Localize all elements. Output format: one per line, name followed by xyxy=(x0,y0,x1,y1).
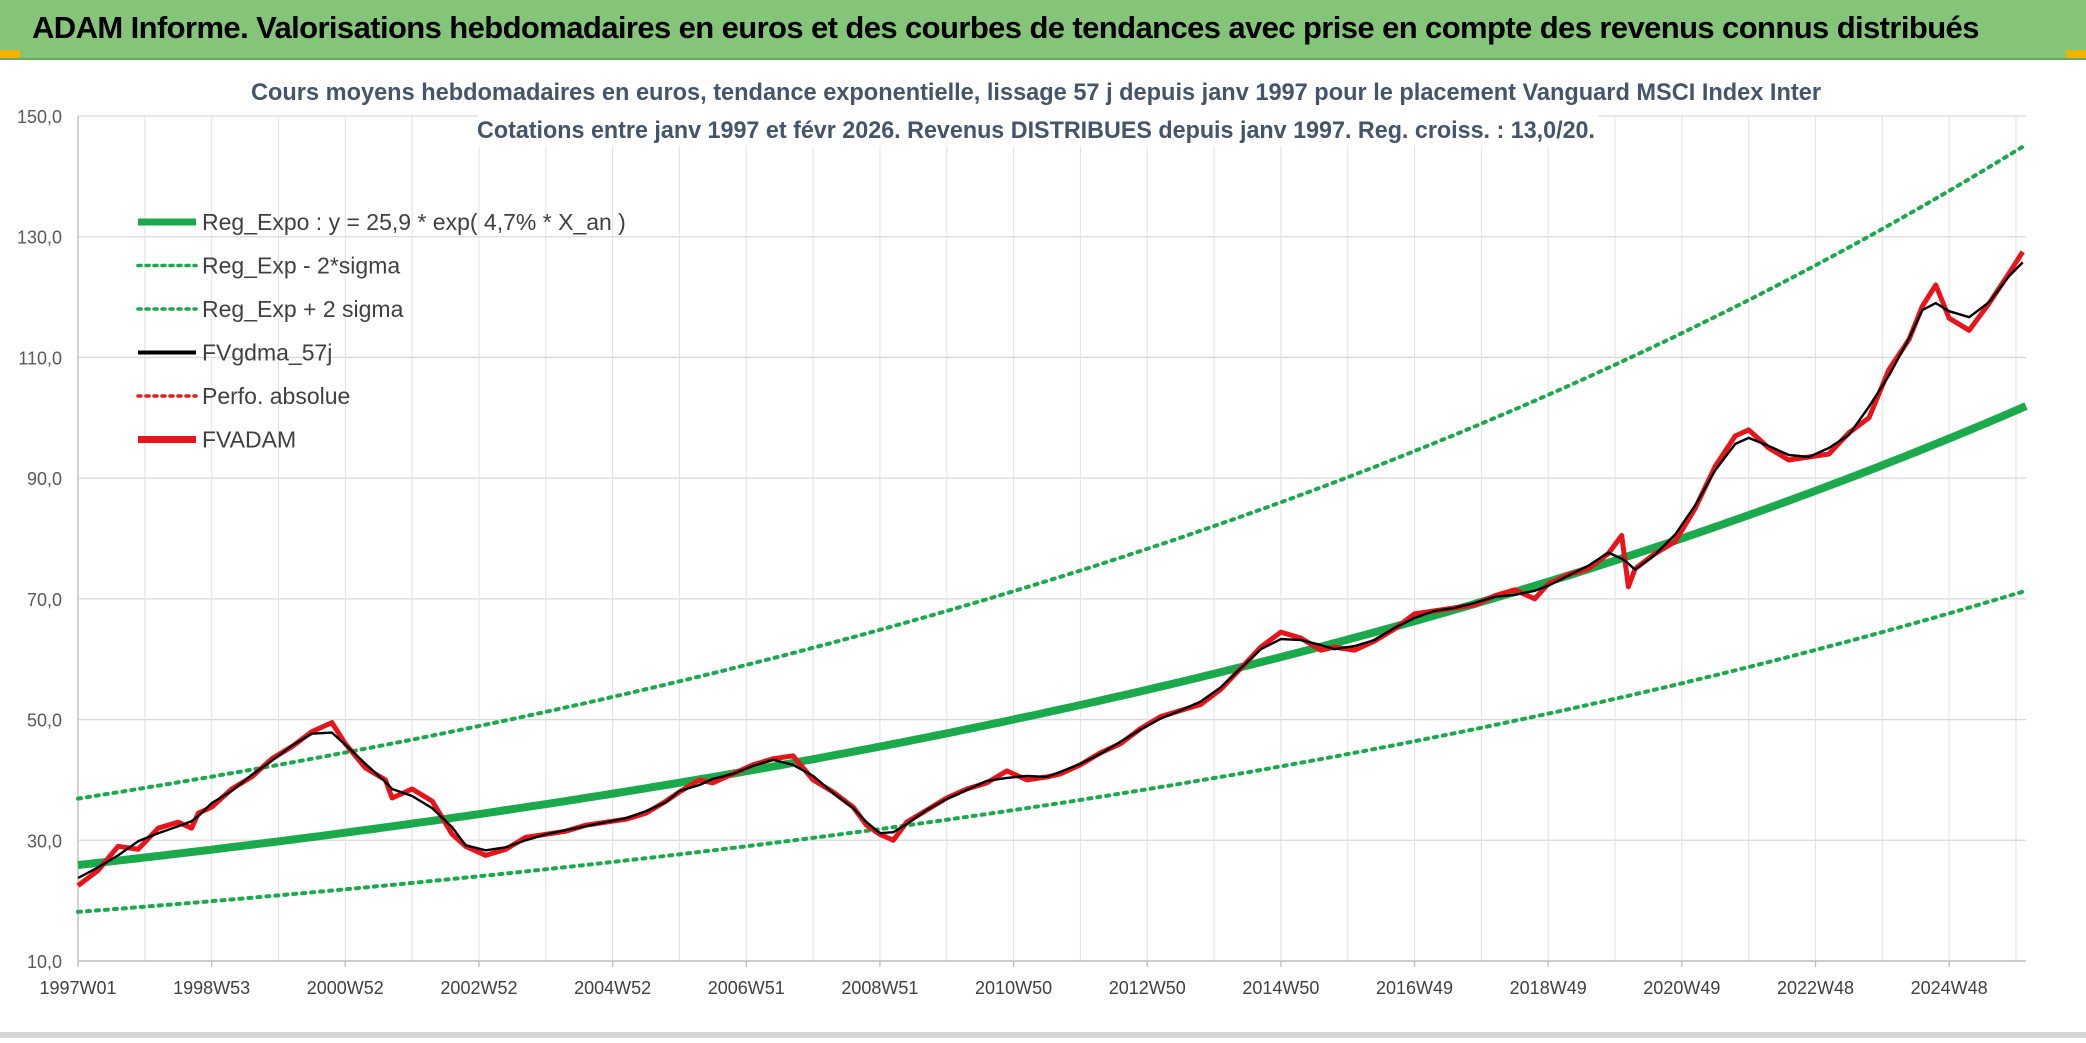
grid xyxy=(77,115,2026,962)
chart-title: Cours moyens hebdomadaires en euros, ten… xyxy=(251,79,1821,106)
legend-label: Reg_Expo : y = 25,9 * exp( 4,7% * X_an ) xyxy=(202,209,626,235)
reg-expo-line xyxy=(77,402,2028,869)
chart-area: 150,0 130,0 110,0 90,0 70,0 50,0 30,0 10,0 1997W… xyxy=(0,60,2086,1038)
chart-svg: 150,0 130,0 110,0 90,0 70,0 50,0 30,0 10,0 1997W… xyxy=(17,72,2028,998)
legend-entry: FVADAM xyxy=(138,427,296,453)
legend-label: Reg_Exp + 2 sigma xyxy=(202,296,404,322)
report-title: ADAM Informe. Valorisations hebdomadaire… xyxy=(32,10,1979,45)
y-tick-label: 10,0 xyxy=(27,952,62,972)
legend-entry: Reg_Exp - 2*sigma xyxy=(136,253,400,279)
reg-exp-minus-2sigma-line xyxy=(76,588,2028,914)
legend-label: FVgdma_57j xyxy=(202,340,332,366)
legend: Reg_Expo : y = 25,9 * exp( 4,7% * X_an )… xyxy=(136,209,626,453)
x-tick-label: 2022W48 xyxy=(1777,978,1854,998)
title-backdrop xyxy=(248,72,1828,108)
fvgdma-57j-line xyxy=(77,261,2024,880)
legend-entry: Reg_Exp + 2 sigma xyxy=(136,296,404,322)
x-tick-label: 2020W49 xyxy=(1643,978,1720,998)
chart-subtitle: Cotations entre janv 1997 et févr 2026. … xyxy=(477,117,1595,144)
y-tick-label: 70,0 xyxy=(27,590,62,610)
x-tick-label: 2010W50 xyxy=(975,978,1052,998)
y-tick-label: 30,0 xyxy=(27,831,62,851)
x-tick-label: 2012W50 xyxy=(1109,978,1186,998)
fvadam-line xyxy=(76,250,2025,888)
corner-marker xyxy=(0,50,20,58)
legend-entry: Reg_Expo : y = 25,9 * exp( 4,7% * X_an ) xyxy=(138,209,626,235)
x-tick-label: 2004W52 xyxy=(574,978,651,998)
bottom-strip xyxy=(0,1032,2086,1038)
y-tick-label: 110,0 xyxy=(18,348,62,368)
chart-titles: Cours moyens hebdomadaires en euros, ten… xyxy=(248,72,1828,146)
series-layer xyxy=(76,142,2028,914)
y-tick-label: 130,0 xyxy=(17,228,62,248)
x-tick-label: 2002W52 xyxy=(440,978,517,998)
legend-entry: Perfo. absolue xyxy=(136,383,350,409)
x-tick-label: 1998W53 xyxy=(173,978,250,998)
x-tick-label: 2006W51 xyxy=(708,978,785,998)
x-tick-label: 2014W50 xyxy=(1242,978,1319,998)
legend-label: Reg_Exp - 2*sigma xyxy=(202,253,400,279)
x-tick-label: 2008W51 xyxy=(841,978,918,998)
y-tick-label: 90,0 xyxy=(27,469,62,489)
x-tick-label: 2024W48 xyxy=(1911,978,1988,998)
legend-label: Perfo. absolue xyxy=(202,383,350,409)
x-tick-label: 2016W49 xyxy=(1376,978,1453,998)
corner-marker xyxy=(2066,50,2086,58)
y-tick-label: 50,0 xyxy=(27,711,62,731)
reg-exp-plus-2sigma-line xyxy=(76,142,2028,801)
legend-label: FVADAM xyxy=(202,427,296,453)
x-tick-label: 2000W52 xyxy=(307,978,384,998)
axes: 150,0 130,0 110,0 90,0 70,0 50,0 30,0 10,0 1997W… xyxy=(17,107,2026,998)
x-tick-label: 1997W01 xyxy=(39,978,116,998)
y-tick-label: 150,0 xyxy=(17,107,62,127)
legend-entry: FVgdma_57j xyxy=(138,340,332,366)
x-tick-label: 2018W49 xyxy=(1510,978,1587,998)
report-header: ADAM Informe. Valorisations hebdomadaire… xyxy=(0,0,2086,60)
subtitle-backdrop xyxy=(478,110,1598,146)
